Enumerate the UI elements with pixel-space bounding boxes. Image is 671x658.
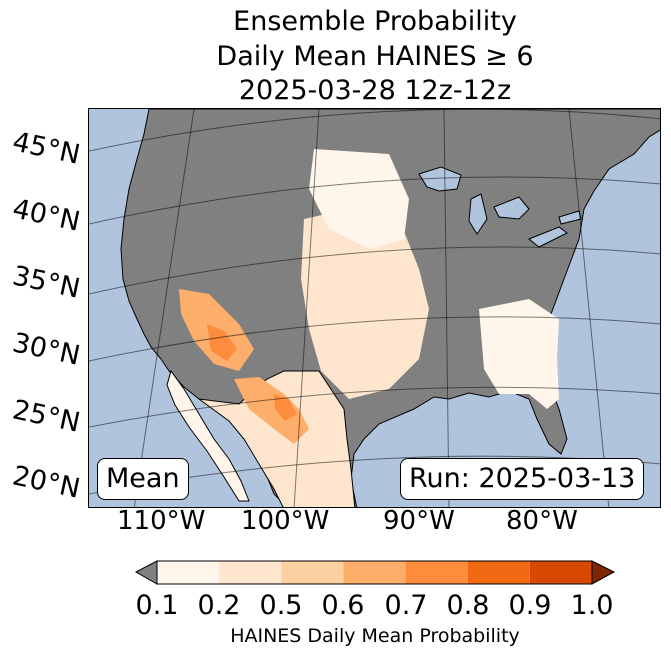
run-date-box: Run: 2025-03-13 — [400, 458, 645, 500]
plains-light — [309, 149, 409, 249]
lon-label-80: 80°W — [506, 506, 578, 536]
title-line-3: 2025-03-28 12z-12z — [238, 75, 512, 106]
lon-label-90: 90°W — [383, 506, 455, 536]
colorbar-tick-0: 0.1 — [135, 590, 179, 621]
lat-label-35: 35°N — [9, 260, 83, 305]
colorbar-bin-3 — [343, 561, 406, 584]
great-lakes — [418, 166, 582, 248]
colorbar — [134, 560, 616, 585]
colorbar-tick-3: 0.6 — [321, 590, 365, 621]
graticule — [89, 109, 660, 507]
title-line-1: Ensemble Probability — [233, 6, 517, 37]
colorbar-label: HAINES Daily Mean Probability — [230, 625, 520, 647]
colorbar-tick-7: 1.0 — [570, 590, 614, 621]
map-canvas — [89, 109, 660, 507]
colorbar-bin-6 — [529, 561, 592, 584]
sw-orange-2 — [207, 324, 237, 361]
mexico-mainland — [197, 370, 356, 507]
colorbar-outline — [156, 560, 593, 585]
colorbar-bin-4 — [405, 561, 468, 584]
plains-region — [301, 209, 429, 399]
lon-label-100: 100°W — [241, 506, 330, 536]
colorbar-bin-0 — [157, 561, 220, 584]
lat-label-40: 40°N — [9, 193, 83, 238]
colorbar-over-arrow — [591, 560, 616, 585]
mexico-orange-2 — [274, 394, 297, 421]
title-line-2: Daily Mean HAINES ≥ 6 — [216, 41, 534, 72]
mexico-orange — [234, 377, 309, 444]
lat-label-25: 25°N — [9, 394, 83, 439]
colorbar-tick-6: 0.9 — [508, 590, 552, 621]
mean-label-box: Mean — [97, 458, 189, 500]
lat-label-20: 20°N — [9, 460, 83, 505]
colorbar-tick-4: 0.7 — [384, 590, 428, 621]
colorbar-under-arrow — [134, 560, 158, 585]
colorbar-bin-5 — [467, 561, 530, 584]
lon-label-110: 110°W — [117, 506, 206, 536]
southeast-light — [479, 299, 559, 409]
colorbar-bin-1 — [219, 561, 282, 584]
colorbar-tick-2: 0.5 — [259, 590, 303, 621]
map-panel — [88, 108, 661, 508]
lat-label-30: 30°N — [9, 327, 83, 372]
colorbar-tick-1: 0.2 — [197, 590, 241, 621]
colorbar-bin-2 — [281, 561, 344, 584]
lat-label-45: 45°N — [9, 126, 83, 171]
colorbar-tick-5: 0.8 — [446, 590, 490, 621]
baja-peninsula — [166, 369, 250, 502]
